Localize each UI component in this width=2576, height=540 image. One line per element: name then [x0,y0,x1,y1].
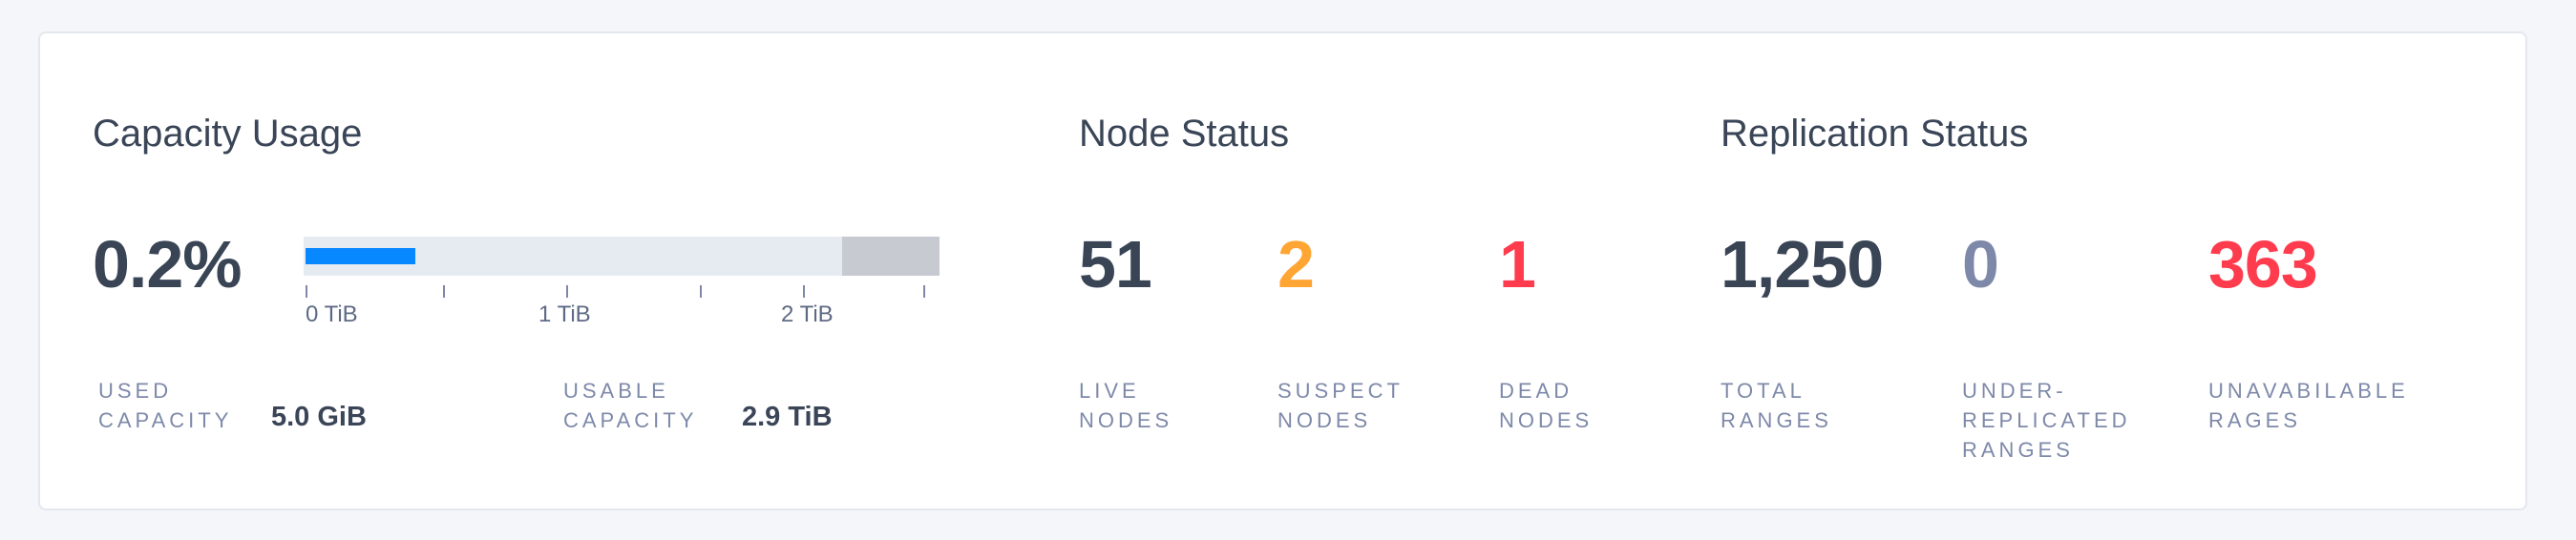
total-ranges-label: TOTAL RANGES [1721,379,1832,432]
suspect-nodes-count: 2 [1277,227,1315,301]
axis-tick [923,285,925,298]
axis-label-0: 0 TiB [306,301,358,327]
capacity-percent: 0.2% [93,227,243,301]
under-replicated-count: 0 [1962,227,1999,301]
axis-tick [443,285,445,298]
unavailable-ranges-count: 363 [2208,227,2318,301]
usable-capacity-value: 2.9 TiB [742,402,833,432]
axis-tick [566,285,568,298]
dead-nodes-label: DEAD NODES [1499,379,1594,432]
usable-capacity-label: USABLE CAPACITY [563,379,698,432]
capacity-bar-used [306,248,415,264]
total-ranges-count: 1,250 [1721,227,1884,301]
used-capacity-value: 5.0 GiB [271,402,367,432]
under-replicated-label: UNDER- REPLICATED RANGES [1962,379,2131,462]
live-nodes-count: 51 [1079,227,1152,301]
dead-nodes-count: 1 [1499,227,1536,301]
axis-label-2: 2 TiB [781,301,834,327]
suspect-nodes-label: SUSPECT NODES [1277,379,1404,432]
node-status-title: Node Status [1079,113,1290,155]
replication-status-title: Replication Status [1721,113,2029,155]
live-nodes-label: LIVE NODES [1079,379,1173,432]
axis-tick [306,285,307,298]
axis-label-1: 1 TiB [538,301,591,327]
capacity-bar-reserved [842,237,940,276]
unavailable-ranges-label: UNAVABILABLE RAGES [2208,379,2409,432]
axis-tick [700,285,702,298]
axis-tick [803,285,805,298]
capacity-usage-title: Capacity Usage [93,113,363,155]
used-capacity-label: USED CAPACITY [98,379,233,432]
